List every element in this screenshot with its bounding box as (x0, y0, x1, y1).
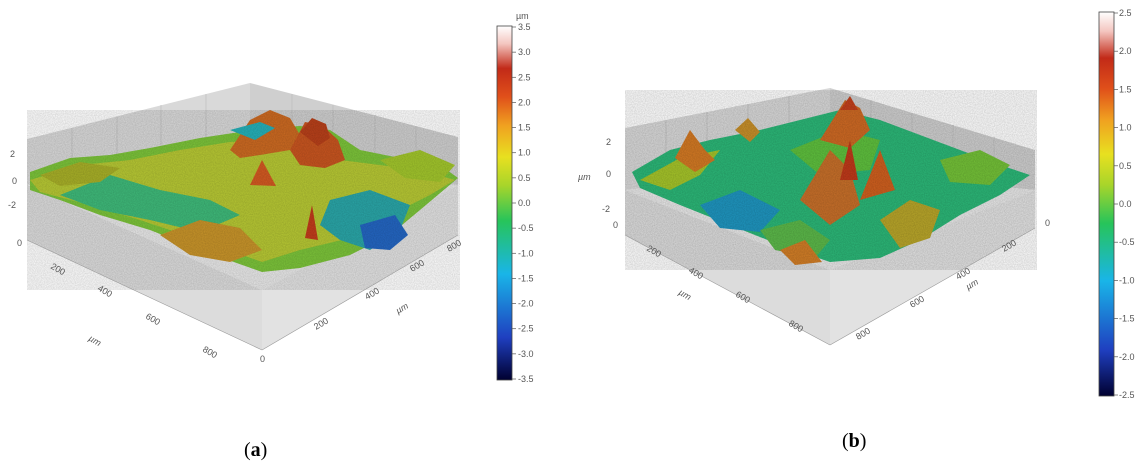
z-tick-label: 2 (606, 137, 611, 147)
x-axis-unit: µm (87, 333, 103, 348)
colorbar-tick-label: -0.5 (518, 223, 534, 233)
colorbar-tick-label: 2.5 (1119, 8, 1132, 18)
colorbar-tick-label: -3.5 (518, 374, 534, 384)
y-axis-unit: µm (964, 276, 980, 291)
panel-b: 2 µm 0 -2 0 200 400 µm 600 800 800 600 µ… (578, 8, 1135, 452)
panel-caption-b: (b) (842, 430, 866, 452)
surface-a (27, 110, 460, 290)
x-tick-label: 600 (144, 311, 162, 327)
y-tick-label: 0 (260, 354, 265, 364)
colorbar-tick-label: -1.5 (1119, 314, 1135, 324)
x-tick-label: 800 (201, 344, 219, 360)
colorbar-tick-label: 0.0 (518, 198, 531, 208)
y-axis-ticks (261, 234, 459, 351)
y-tick-label: 0 (1045, 218, 1050, 228)
colorbar-tick-label: -2.0 (518, 299, 534, 309)
colorbar-b (1098, 11, 1115, 397)
colorbar-a-labels: 3.5 3.0 2.5 2.0 1.5 1.0 0.5 0.0 -0.5 -1.0 -1.5 -2.0… (512, 22, 534, 384)
colorbar-tick-label: 1.0 (1119, 123, 1132, 133)
colorbar-b-labels: 2.5 2.0 1.5 1.0 0.5 0.0 -0.5 -1.0 -1.5 -2.0 -2.5 (1114, 8, 1135, 400)
colorbar-tick-label: -2.5 (1119, 390, 1135, 400)
z-tick-label: -2 (602, 204, 610, 214)
colorbar-tick-label: 0.0 (1119, 199, 1132, 209)
colorbar-tick-label: 1.5 (1119, 84, 1132, 94)
colorbar-tick-label: 2.0 (1119, 46, 1132, 56)
colorbar-a (496, 25, 513, 381)
colorbar-tick-label: 3.0 (518, 47, 531, 57)
x-axis-ticks (624, 234, 831, 346)
x-tick-label: 0 (17, 238, 22, 248)
colorbar-tick-label: 0.5 (518, 173, 531, 183)
colorbar-tick-label: -0.5 (1119, 237, 1135, 247)
x-axis-ticks (26, 239, 263, 351)
colorbar-unit: µm (516, 11, 529, 21)
z-tick-label: 0 (606, 169, 611, 179)
panel-a: 2 0 -2 0 200 400 µm 600 800 0 200 400 µm… (8, 11, 534, 461)
colorbar-tick-label: -2.5 (518, 324, 534, 334)
x-tick-label: 0 (613, 220, 618, 230)
x-axis-unit: µm (677, 287, 693, 302)
colorbar-tick-label: -1.0 (1119, 275, 1135, 285)
z-tick-label: 0 (12, 176, 17, 186)
colorbar-tick-label: 0.5 (1119, 161, 1132, 171)
colorbar-tick-label: -3.0 (518, 349, 534, 359)
z-tick-label: -2 (8, 200, 16, 210)
colorbar-tick-label: 1.0 (518, 148, 531, 158)
z-axis-unit: µm (578, 172, 591, 182)
surface-b (625, 90, 1037, 270)
colorbar-tick-label: 2.0 (518, 97, 531, 107)
y-axis-ticks (829, 227, 1036, 346)
colorbar-tick-label: -1.0 (518, 248, 534, 258)
colorbar-tick-label: -2.0 (1119, 352, 1135, 362)
colorbar-tick-label: 3.5 (518, 22, 531, 32)
colorbar-tick-label: -1.5 (518, 273, 534, 283)
colorbar-tick-label: 2.5 (518, 72, 531, 82)
colorbar-tick-label: 1.5 (518, 123, 531, 133)
y-axis-unit: µm (394, 300, 410, 315)
panel-caption-a: (a) (244, 439, 267, 461)
z-tick-label: 2 (10, 149, 15, 159)
